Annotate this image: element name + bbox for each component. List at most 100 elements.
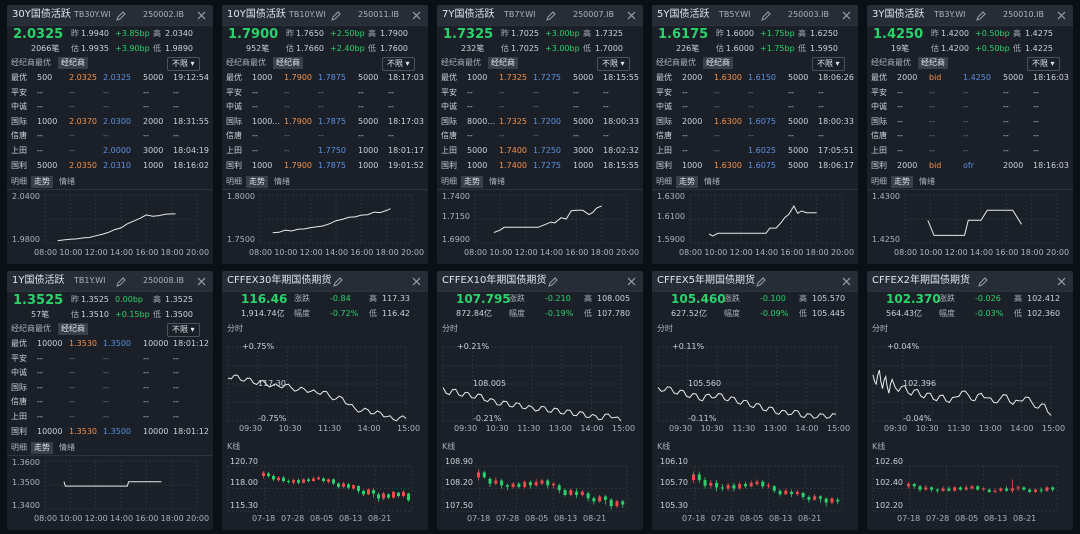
intraday-label: 分时 (872, 324, 888, 333)
close-icon[interactable] (1057, 277, 1066, 286)
bid-vol: -- (897, 102, 903, 112)
tab-broker-best[interactable]: 经纪商最优 (871, 58, 911, 67)
candle-body (1016, 487, 1020, 489)
bid-price: -- (69, 382, 75, 392)
tab-broker-best[interactable]: 经纪商最优 (441, 58, 481, 67)
tab-sentiment[interactable]: 情绪 (59, 443, 75, 452)
candle-body (488, 478, 492, 484)
tab-detail[interactable]: 明细 (871, 177, 887, 186)
tab-trend[interactable]: 走势 (676, 176, 698, 188)
quote-time: 18:01:12 (173, 339, 209, 348)
close-icon[interactable] (842, 277, 851, 286)
stat-label: 昨 (71, 29, 79, 38)
close-icon[interactable] (197, 11, 206, 20)
filter-select[interactable]: 不限 ▾ (167, 57, 200, 71)
tab-broker[interactable]: 经纪商 (703, 57, 733, 69)
tab-detail[interactable]: 明细 (226, 177, 242, 186)
bid-vol: -- (682, 102, 688, 112)
close-icon[interactable] (412, 11, 421, 20)
bid-vol: -- (897, 146, 903, 155)
stat-label: 估 (71, 44, 79, 53)
quote-time: 18:06:26 (818, 73, 854, 82)
close-icon[interactable] (197, 277, 206, 286)
tab-broker-best[interactable]: 经纪商最优 (11, 58, 51, 67)
tab-detail[interactable]: 明细 (11, 177, 27, 186)
x-tick-label: 14:00 (325, 248, 349, 257)
tab-trend[interactable]: 走势 (891, 176, 913, 188)
x-tick-label: 16:00 (135, 248, 159, 257)
x-tick-label: 13:00 (978, 424, 1002, 433)
ofr-vol: -- (143, 102, 149, 112)
bid-price: 1.7900 (284, 160, 312, 170)
broker-name: 国利 (11, 160, 27, 170)
close-icon[interactable] (1057, 11, 1066, 20)
candle-body (397, 492, 400, 496)
edit-icon-path (976, 11, 986, 21)
series-line (927, 209, 1022, 236)
ofr-vol: -- (1003, 87, 1009, 97)
bid-vol: 1000 (252, 160, 273, 170)
tab-broker[interactable]: 经纪商 (488, 57, 518, 69)
close-icon[interactable] (627, 277, 636, 286)
broker-name: 国际 (226, 116, 242, 126)
tab-sentiment[interactable]: 情绪 (274, 177, 290, 186)
tab-sentiment[interactable]: 情绪 (919, 177, 935, 186)
bid-price: -- (284, 131, 290, 141)
candle-body (795, 491, 799, 495)
stat-label: 估 (286, 44, 294, 53)
tab-broker-best[interactable]: 经纪商最优 (11, 324, 51, 333)
candle-body (540, 480, 544, 484)
edit-icon[interactable] (548, 277, 558, 287)
stat-label: 低 (153, 44, 161, 53)
edit-icon[interactable] (116, 11, 126, 21)
tab-detail[interactable]: 明细 (11, 443, 27, 452)
close-icon[interactable] (412, 277, 421, 286)
tab-sentiment[interactable]: 情绪 (704, 177, 720, 186)
broker-name: 最优 (441, 73, 457, 82)
tab-detail[interactable]: 明细 (656, 177, 672, 186)
bid-price: 1.7900 (284, 116, 312, 126)
edit-icon[interactable] (756, 277, 766, 287)
bp-change: +1.75bp (760, 29, 795, 38)
series-line (272, 208, 391, 234)
tab-broker[interactable]: 经纪商 (918, 57, 948, 69)
tab-trend[interactable]: 走势 (246, 176, 268, 188)
edit-icon[interactable] (976, 11, 986, 21)
pct-top-label: +0.21% (457, 342, 490, 351)
filter-select[interactable]: 不限 ▾ (382, 57, 415, 71)
candle-body (287, 481, 290, 482)
tab-trend[interactable]: 走势 (31, 442, 53, 454)
last-price: 1.6175 (658, 27, 709, 42)
close-icon[interactable] (842, 11, 851, 20)
tab-sentiment[interactable]: 情绪 (489, 177, 505, 186)
broker-name: 最优 (11, 73, 27, 82)
tab-broker[interactable]: 经纪商 (58, 323, 88, 335)
edit-icon[interactable] (761, 11, 771, 21)
edit-icon[interactable] (331, 11, 341, 21)
candle-body (947, 488, 951, 491)
tab-broker[interactable]: 经纪商 (273, 57, 303, 69)
tab-broker-best[interactable]: 经纪商最优 (226, 58, 266, 67)
broker-name: 国际 (11, 116, 27, 126)
edit-icon[interactable] (978, 277, 988, 287)
filter-select[interactable]: 不限 ▾ (167, 323, 200, 337)
quote-time: -- (603, 131, 609, 141)
edit-icon[interactable] (546, 11, 556, 21)
last-price: 1.7325 (443, 27, 494, 42)
candle-body (941, 488, 945, 491)
edit-icon[interactable] (333, 277, 343, 287)
filter-select[interactable]: 不限 ▾ (1027, 57, 1060, 71)
tab-broker-best[interactable]: 经纪商最优 (656, 58, 696, 67)
filter-select[interactable]: 不限 ▾ (597, 57, 630, 71)
edit-icon[interactable] (116, 277, 126, 287)
candle-body (767, 485, 770, 487)
quote-time: 18:16:02 (173, 160, 209, 170)
tab-broker[interactable]: 经纪商 (58, 57, 88, 69)
tab-trend[interactable]: 走势 (31, 176, 53, 188)
tab-sentiment[interactable]: 情绪 (59, 177, 75, 186)
close-icon[interactable] (627, 11, 636, 20)
tab-detail[interactable]: 明细 (441, 177, 457, 186)
trade-count: 2066笔 (31, 44, 60, 53)
tab-trend[interactable]: 走势 (461, 176, 483, 188)
filter-select[interactable]: 不限 ▾ (812, 57, 845, 71)
